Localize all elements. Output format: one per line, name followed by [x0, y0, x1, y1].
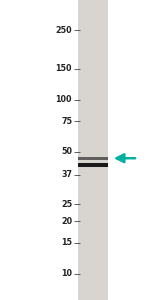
Bar	[78, 0, 108, 300]
Text: 150: 150	[56, 64, 72, 74]
Text: 20: 20	[61, 217, 72, 226]
Text: 75: 75	[61, 117, 72, 126]
Text: 37: 37	[61, 170, 72, 179]
Text: 15: 15	[61, 238, 72, 247]
Text: 100: 100	[56, 95, 72, 104]
Text: 250: 250	[55, 26, 72, 35]
Bar	[78, 157, 108, 160]
Text: 50: 50	[61, 147, 72, 156]
Text: 10: 10	[61, 269, 72, 278]
Text: 25: 25	[61, 200, 72, 209]
Bar	[78, 163, 108, 167]
